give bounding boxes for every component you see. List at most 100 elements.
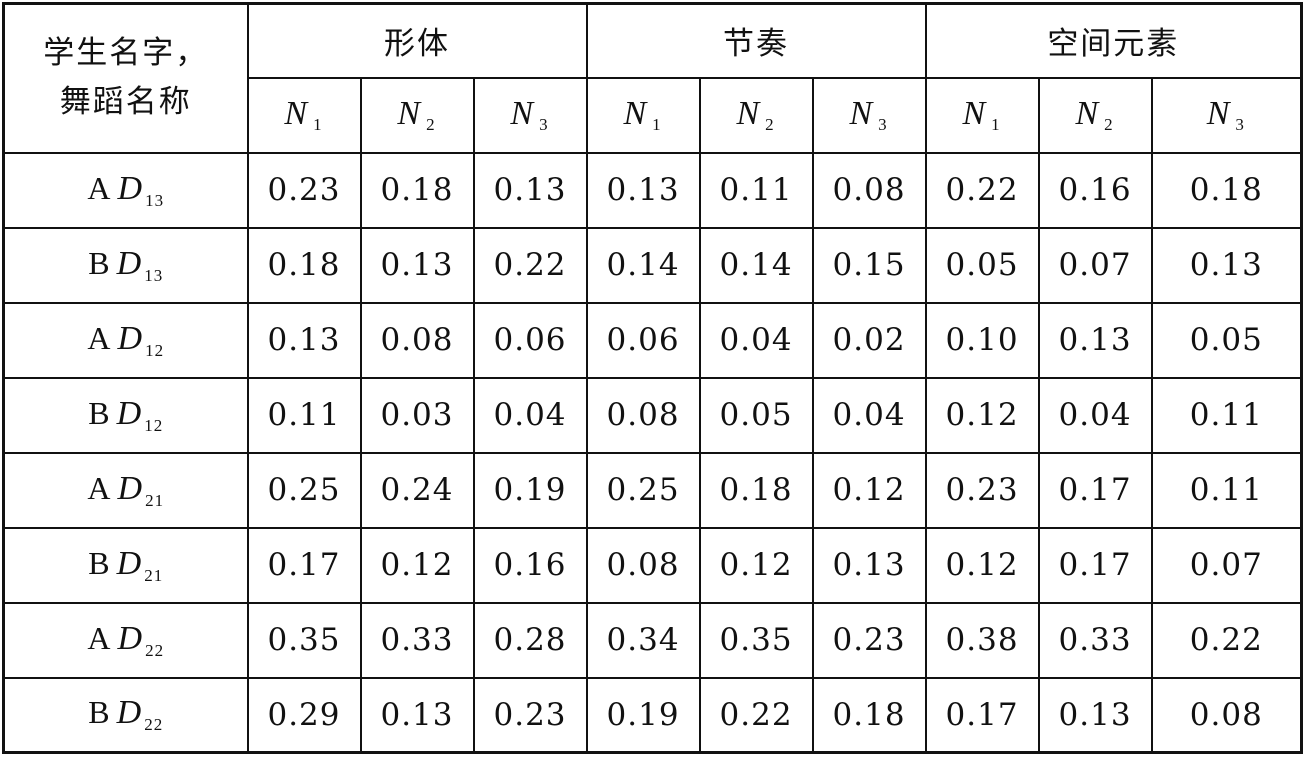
dance-index: 12 (144, 415, 164, 435)
table-row: B D 22 0.29 0.13 0.23 0.19 0.22 0.18 0.17 0.13 0.08 (2, 676, 1303, 754)
value-cell: 0.17 (1037, 451, 1153, 529)
dance-index: 22 (144, 715, 164, 735)
dance-name: D 22 (117, 619, 165, 660)
subcolumn-index: 3 (539, 115, 550, 134)
value-cell: 0.12 (698, 526, 814, 604)
table-body: A D 13 0.23 0.18 0.13 0.13 0.11 0.08 0.22 0.16 0.18… (2, 151, 1303, 754)
subcolumn-index: 2 (1104, 115, 1115, 134)
subcolumn-index: 1 (991, 115, 1002, 134)
value-cell: 0.08 (585, 526, 701, 604)
student-name: A (87, 619, 112, 656)
value-cell: 0.11 (698, 151, 814, 229)
value-cell: 0.33 (1037, 601, 1153, 679)
subcolumn-index: 1 (652, 115, 663, 134)
subcolumn-index: 2 (765, 115, 776, 134)
subcolumn-index: 2 (426, 115, 437, 134)
value-cell: 0.13 (359, 226, 475, 304)
value-cell: 0.34 (585, 601, 701, 679)
value-cell: 0.13 (585, 151, 701, 229)
group-header-space: 空间元素 (924, 2, 1303, 79)
student-name: A (87, 169, 112, 206)
subcolumn-letter: N (1075, 95, 1101, 132)
value-cell: 0.13 (359, 676, 475, 754)
dance-letter: D (117, 469, 144, 507)
value-cell: 0.25 (585, 451, 701, 529)
dance-name: D 21 (116, 544, 164, 585)
value-cell: 0.12 (359, 526, 475, 604)
value-cell: 0.28 (472, 601, 588, 679)
value-cell: 0.08 (1150, 676, 1303, 754)
table-row: A D 21 0.25 0.24 0.19 0.25 0.18 0.12 0.23 0.17 0.11 (2, 451, 1303, 529)
dance-index: 22 (145, 640, 165, 660)
value-cell: 0.35 (246, 601, 362, 679)
value-cell: 0.22 (924, 151, 1040, 229)
subcolumn-letter: N (510, 95, 536, 132)
subcolumn-letter: N (1206, 95, 1232, 132)
dance-name: D 22 (117, 694, 164, 735)
subcolumn-index: 1 (313, 115, 324, 134)
value-cell: 0.24 (359, 451, 475, 529)
value-cell: 0.23 (472, 676, 588, 754)
value-cell: 0.04 (1037, 376, 1153, 454)
value-cell: 0.29 (246, 676, 362, 754)
value-cell: 0.05 (698, 376, 814, 454)
value-cell: 0.07 (1037, 226, 1153, 304)
value-cell: 0.12 (924, 526, 1040, 604)
value-cell: 0.16 (1037, 151, 1153, 229)
row-label-cell: B D 13 (2, 226, 249, 304)
group-header-shape: 形体 (246, 2, 588, 79)
student-name: B (88, 394, 111, 431)
value-cell: 0.38 (924, 601, 1040, 679)
value-cell: 0.14 (585, 226, 701, 304)
value-cell: 0.05 (924, 226, 1040, 304)
subcolumn-letter: N (962, 95, 988, 132)
value-cell: 0.04 (698, 301, 814, 379)
value-cell: 0.23 (924, 451, 1040, 529)
value-cell: 0.13 (472, 151, 588, 229)
student-name: B (88, 244, 111, 281)
dance-letter: D (116, 394, 143, 432)
dance-name: D 13 (118, 170, 165, 210)
value-cell: 0.12 (811, 451, 927, 529)
dance-letter: D (116, 244, 143, 282)
student-name: B (88, 694, 111, 731)
value-cell: 0.04 (811, 376, 927, 454)
table-row: B D 12 0.11 0.03 0.04 0.08 0.05 0.04 0.12 0.04 0.11 (2, 376, 1303, 454)
dance-letter: D (117, 619, 144, 657)
subcolumn-letter: N (736, 95, 762, 132)
value-cell: 0.07 (1150, 526, 1303, 604)
corner-line-2: 舞蹈名称 (59, 84, 192, 121)
row-label-cell: A D 22 (2, 601, 249, 679)
student-name: A (87, 319, 112, 356)
value-cell: 0.17 (924, 676, 1040, 754)
dance-name: D 12 (116, 394, 164, 435)
value-cell: 0.19 (472, 451, 588, 529)
value-cell: 0.14 (698, 226, 814, 304)
subcolumn-letter: N (623, 95, 649, 132)
table-row: B D 21 0.17 0.12 0.16 0.08 0.12 0.13 0.12 0.17 0.07 (2, 526, 1303, 604)
subcolumn-letter: N (284, 95, 310, 132)
value-cell: 0.18 (811, 676, 927, 754)
value-cell: 0.19 (585, 676, 701, 754)
table-row: A D 13 0.23 0.18 0.13 0.13 0.11 0.08 0.22 0.16 0.18 (2, 151, 1303, 229)
row-label-cell: A D 12 (2, 301, 249, 379)
value-cell: 0.15 (811, 226, 927, 304)
dance-letter: D (116, 544, 143, 582)
value-cell: 0.18 (698, 451, 814, 529)
student-name: B (88, 544, 111, 581)
value-cell: 0.22 (472, 226, 588, 304)
